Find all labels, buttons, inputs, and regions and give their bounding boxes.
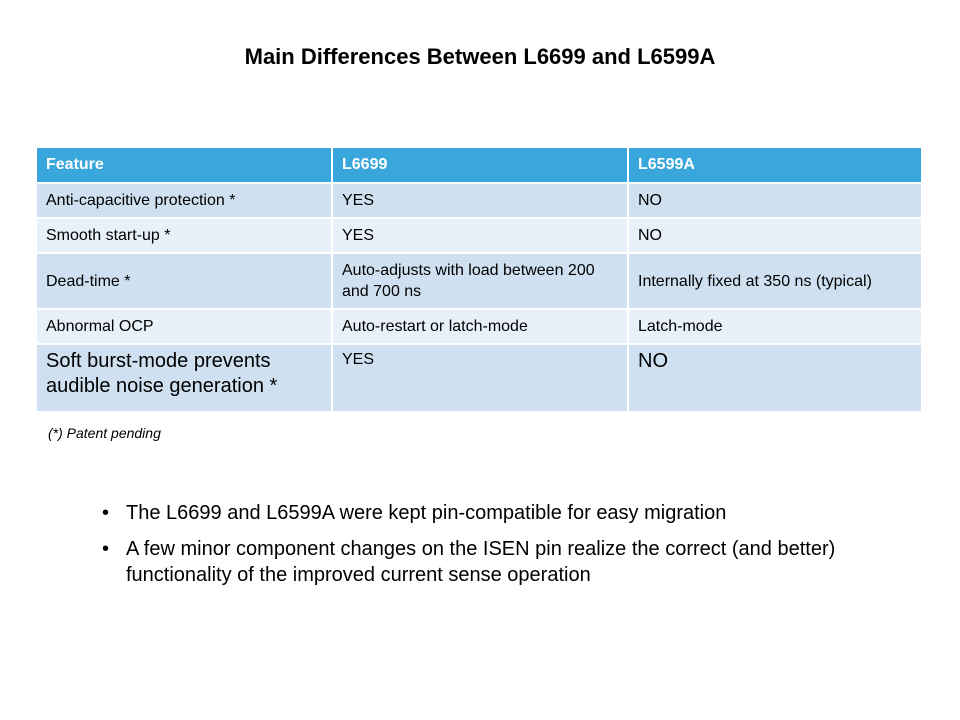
bullet-item: • A few minor component changes on the IS… [100, 536, 880, 588]
feature-cell: Anti-capacitive protection * [35, 182, 333, 219]
bullet-text: A few minor component changes on the ISE… [126, 538, 836, 586]
bullet-item: • The L6699 and L6599A were kept pin-comp… [100, 500, 880, 526]
feature-cell: Abnormal OCP [35, 308, 333, 345]
bullet-list: • The L6699 and L6599A were kept pin-comp… [100, 500, 880, 598]
table-row: Smooth start-up * YES NO [35, 217, 923, 254]
l6599a-cell: NO [627, 182, 923, 219]
feature-cell: Smooth start-up * [35, 217, 333, 254]
l6599a-cell: NO [627, 343, 923, 413]
l6599a-cell: Latch-mode [627, 308, 923, 345]
l6699-cell: Auto-restart or latch-mode [331, 308, 629, 345]
bullet-icon: • [102, 502, 110, 524]
feature-cell: Soft burst-mode prevents audible noise g… [35, 343, 333, 413]
l6699-cell: YES [331, 343, 629, 413]
comparison-table: Feature L6699 L6599A Anti-capacitive pro… [35, 146, 923, 413]
l6599a-cell: Internally fixed at 350 ns (typical) [627, 252, 923, 310]
header-l6599a: L6599A [627, 146, 923, 184]
table-row: Dead-time * Auto-adjusts with load betwe… [35, 252, 923, 310]
header-l6699: L6699 [331, 146, 629, 184]
l6699-cell: Auto-adjusts with load between 200 and 7… [331, 252, 629, 310]
header-feature: Feature [35, 146, 333, 184]
l6699-cell: YES [331, 217, 629, 254]
slide-title: Main Differences Between L6699 and L6599… [244, 44, 716, 69]
feature-cell: Dead-time * [35, 252, 333, 310]
l6599a-cell: NO [627, 217, 923, 254]
table-row: Soft burst-mode prevents audible noise g… [35, 343, 923, 413]
table-row: Abnormal OCP Auto-restart or latch-mode … [35, 308, 923, 345]
table-row: Anti-capacitive protection * YES NO [35, 182, 923, 219]
l6699-cell: YES [331, 182, 629, 219]
bullet-text: The L6699 and L6599A were kept pin-compa… [126, 502, 727, 524]
footnote: (*) Patent pending [48, 425, 161, 441]
table-header-row: Feature L6699 L6599A [35, 146, 923, 184]
bullet-icon: • [102, 538, 110, 560]
